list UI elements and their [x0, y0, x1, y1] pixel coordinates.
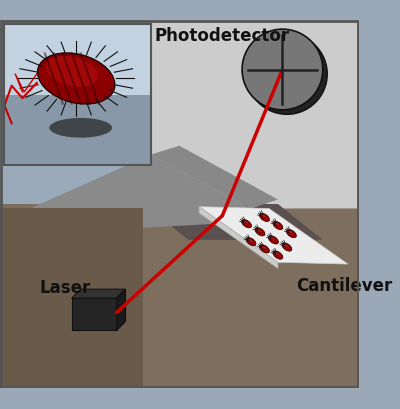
Polygon shape	[0, 204, 359, 388]
Ellipse shape	[273, 252, 283, 260]
Polygon shape	[0, 21, 359, 209]
Text: Photodetector: Photodetector	[155, 27, 290, 45]
Ellipse shape	[262, 247, 266, 249]
Polygon shape	[4, 25, 151, 95]
Polygon shape	[151, 146, 278, 209]
Ellipse shape	[260, 214, 270, 222]
Ellipse shape	[275, 223, 279, 226]
Ellipse shape	[271, 238, 275, 240]
Bar	[4, 25, 151, 166]
Ellipse shape	[246, 34, 327, 115]
Text: Cantilever: Cantilever	[296, 276, 392, 294]
Ellipse shape	[246, 238, 256, 246]
Ellipse shape	[255, 228, 265, 236]
Ellipse shape	[262, 215, 266, 218]
Ellipse shape	[284, 245, 288, 248]
Polygon shape	[0, 209, 144, 388]
Ellipse shape	[260, 245, 270, 253]
Ellipse shape	[289, 231, 293, 234]
Ellipse shape	[275, 253, 279, 256]
Polygon shape	[144, 204, 323, 240]
Polygon shape	[199, 207, 348, 265]
Ellipse shape	[242, 30, 323, 110]
Ellipse shape	[258, 229, 261, 233]
Polygon shape	[116, 290, 126, 330]
Polygon shape	[0, 209, 359, 388]
Polygon shape	[72, 299, 116, 330]
Ellipse shape	[248, 239, 252, 243]
Polygon shape	[199, 207, 278, 269]
Ellipse shape	[38, 54, 115, 105]
Polygon shape	[151, 155, 251, 222]
Polygon shape	[0, 155, 251, 236]
Polygon shape	[72, 290, 126, 299]
Polygon shape	[151, 21, 359, 209]
Ellipse shape	[244, 221, 248, 225]
Ellipse shape	[242, 220, 252, 228]
Ellipse shape	[286, 230, 296, 238]
Ellipse shape	[282, 243, 292, 252]
Ellipse shape	[273, 222, 283, 230]
Ellipse shape	[46, 57, 98, 88]
Ellipse shape	[49, 119, 112, 138]
Polygon shape	[4, 95, 151, 166]
Text: Laser: Laser	[40, 279, 91, 297]
Ellipse shape	[268, 236, 278, 245]
